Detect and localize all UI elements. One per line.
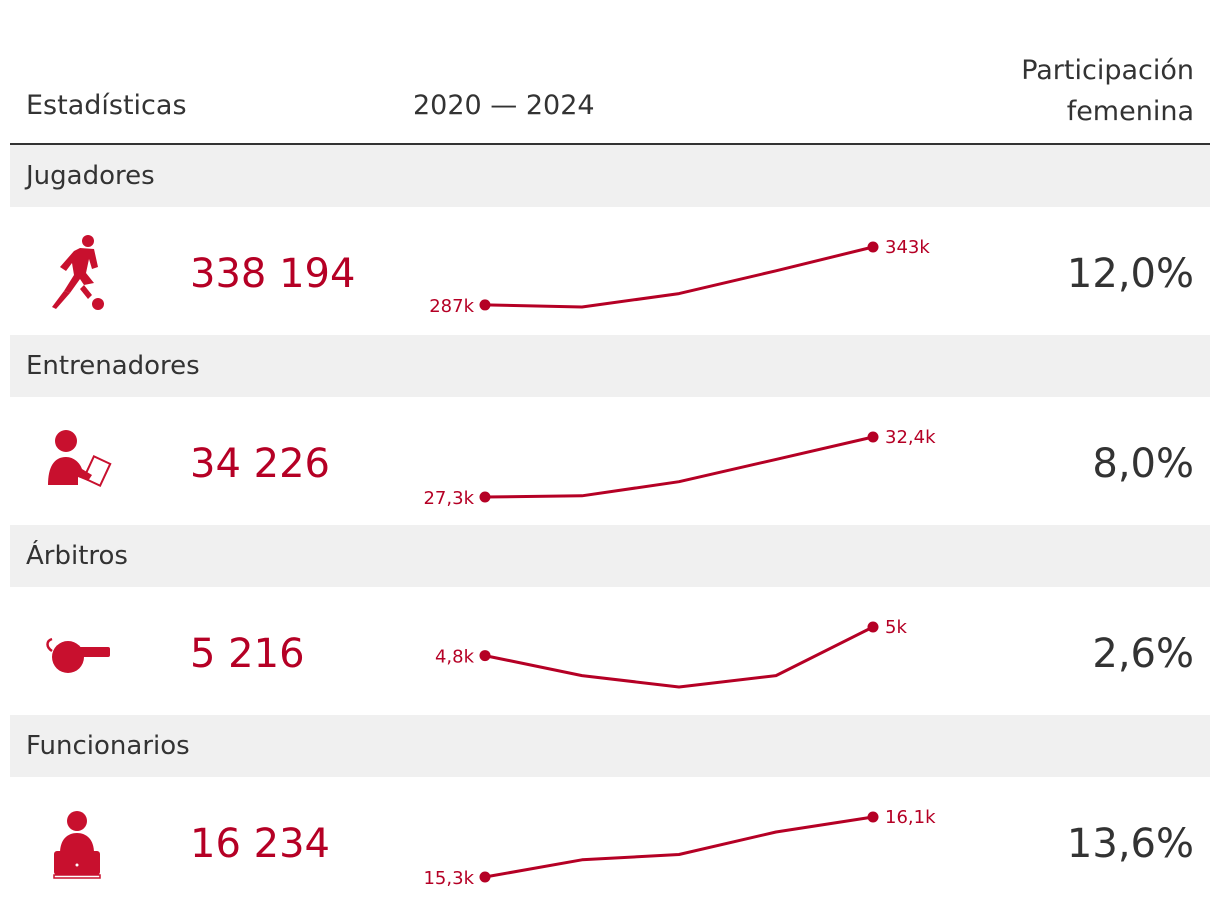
start-value-label: 4,8k — [435, 647, 475, 668]
category-label: Funcionarios — [10, 715, 1210, 777]
header-stats-label: Estadísticas — [26, 90, 187, 121]
stat-row: 338 194 287k 343k 12,0% — [10, 207, 1210, 341]
total-value: 16 234 — [190, 821, 330, 867]
series-line — [484, 625, 874, 689]
sparkline: 4,8k 5k — [435, 617, 907, 689]
sparkline: 287k 343k — [429, 237, 930, 317]
soccer-player-icon — [52, 235, 104, 310]
end-point — [867, 431, 879, 443]
end-value-label: 32,4k — [885, 427, 936, 448]
header-participation-line1: Participación — [1021, 55, 1194, 86]
series-line — [484, 435, 874, 499]
female-participation: 13,6% — [1066, 821, 1194, 867]
category-label: Jugadores — [10, 145, 1210, 207]
start-value-label: 27,3k — [423, 488, 474, 509]
header-participation-line2: femenina — [1066, 96, 1194, 127]
end-value-label: 343k — [885, 237, 930, 258]
series-line — [484, 245, 874, 309]
table-header: Estadísticas 2020 — 2024 Participación f… — [10, 0, 1210, 145]
category-label: Árbitros — [10, 525, 1210, 587]
sparkline: 15,3k 16,1k — [423, 807, 936, 889]
stat-row: 16 234 15,3k 16,1k 13,6% — [10, 777, 1210, 909]
header-years-label: 2020 — 2024 — [413, 90, 595, 121]
total-value: 338 194 — [190, 251, 356, 297]
stat-row: 5 216 4,8k 5k 2,6% — [10, 587, 1210, 721]
official-laptop-icon — [53, 811, 101, 879]
female-participation: 8,0% — [1092, 441, 1194, 487]
end-point — [867, 621, 879, 633]
end-value-label: 16,1k — [885, 807, 936, 828]
female-participation: 12,0% — [1066, 251, 1194, 297]
start-point — [479, 299, 491, 311]
total-value: 34 226 — [190, 441, 330, 487]
section-jugadores: Jugadores 338 194 287k 343k 12,0% — [10, 145, 1210, 341]
total-value: 5 216 — [190, 631, 305, 677]
start-value-label: 15,3k — [423, 868, 474, 889]
start-value-label: 287k — [429, 296, 474, 317]
whistle-icon — [46, 637, 110, 673]
end-point — [867, 811, 879, 823]
start-point — [479, 871, 491, 883]
header-participation: Participación femenina — [934, 50, 1194, 132]
section-arbitros: Árbitros 5 216 4,8k 5k 2,6% — [10, 525, 1210, 721]
start-point — [479, 491, 491, 503]
section-funcionarios: Funcionarios 16 234 15,3k 16,1k 13,6% — [10, 715, 1210, 909]
stat-row: 34 226 27,3k 32,4k 8,0% — [10, 397, 1210, 531]
end-value-label: 5k — [885, 617, 907, 638]
start-point — [479, 650, 491, 662]
stats-table: Estadísticas 2020 — 2024 Participación f… — [10, 0, 1210, 916]
end-point — [867, 241, 879, 253]
female-participation: 2,6% — [1092, 631, 1194, 677]
section-entrenadores: Entrenadores 34 226 27,3k 32,4k 8,0% — [10, 335, 1210, 531]
coach-clipboard-icon — [48, 430, 112, 488]
sparkline: 27,3k 32,4k — [423, 427, 936, 509]
series-line — [484, 815, 874, 879]
category-label: Entrenadores — [10, 335, 1210, 397]
